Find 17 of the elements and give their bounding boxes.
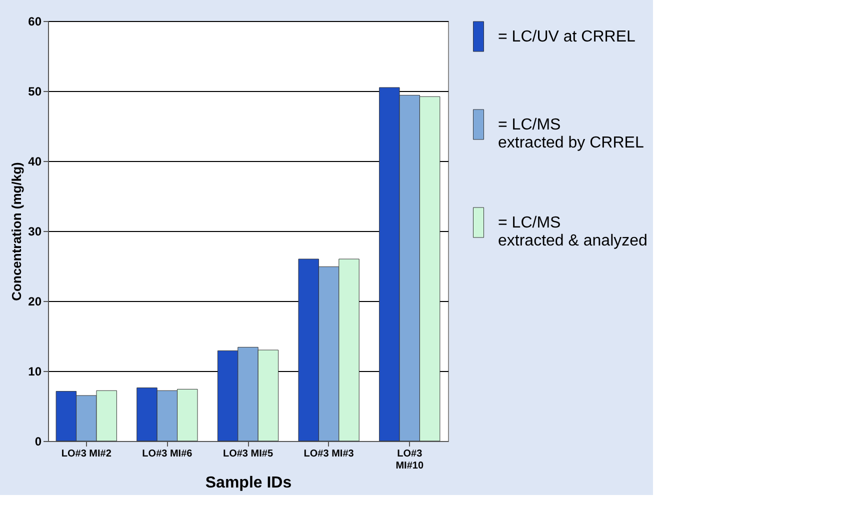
x-axis-title: Sample IDs <box>205 474 292 492</box>
legend-label: = LC/UV at CRREL <box>498 28 636 46</box>
y-tick-label: 30 <box>28 224 42 238</box>
y-tick-label: 10 <box>28 364 42 378</box>
y-tick-label: 50 <box>28 84 42 98</box>
y-tick-label: 0 <box>34 434 42 448</box>
x-tick-label: LO#3 MI#10 <box>396 448 424 472</box>
legend-label: = LC/MS extracted & analyzed <box>498 214 648 250</box>
y-axis-title: Concentration (mg/kg) <box>9 162 24 301</box>
legend-label: = LC/MS extracted by CRREL <box>498 116 644 152</box>
y-tick-label: 20 <box>28 294 42 308</box>
y-tick-label: 60 <box>28 14 42 28</box>
x-tick-label: LO#3 MI#2 <box>61 448 112 460</box>
x-tick-label: LO#3 MI#5 <box>222 448 274 460</box>
y-tick-label: 40 <box>28 154 42 168</box>
x-tick-label: LO#3 MI#3 <box>304 448 354 460</box>
x-tick-label: LO#3 MI#6 <box>142 448 193 460</box>
